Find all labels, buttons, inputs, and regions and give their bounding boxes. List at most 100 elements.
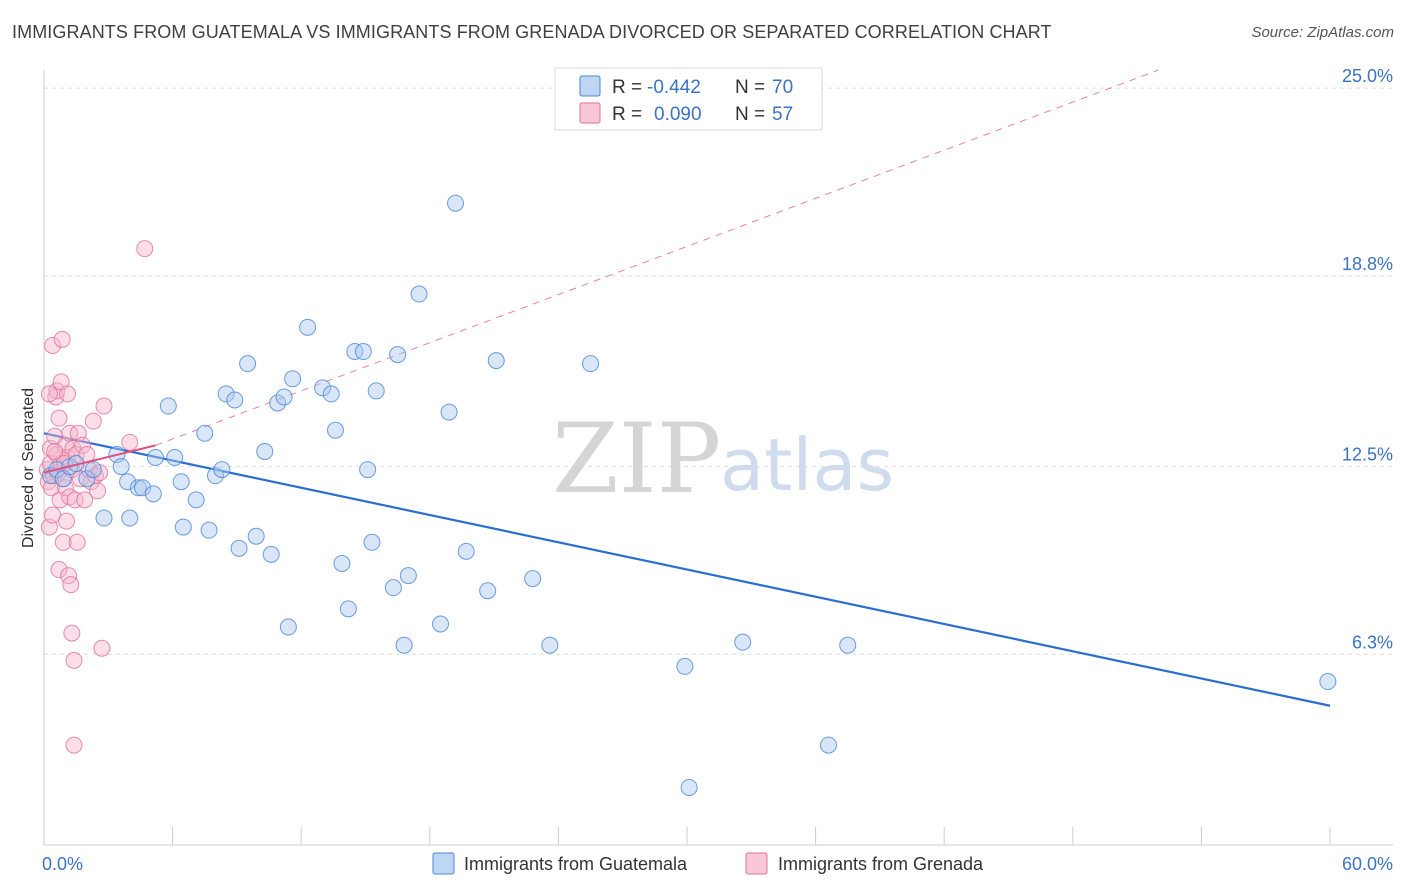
point-guatemala bbox=[819, 736, 837, 754]
legend-r-value-grenada: 0.090 bbox=[654, 104, 702, 125]
point-grenada bbox=[63, 624, 81, 642]
point-guatemala bbox=[159, 397, 177, 415]
point-guatemala bbox=[432, 615, 450, 633]
point-grenada bbox=[44, 336, 62, 354]
point-grenada bbox=[40, 385, 58, 403]
point-grenada bbox=[93, 639, 111, 657]
legend-n-label-guatemala: N = bbox=[735, 77, 765, 98]
y-axis-label: Divorced or Separated bbox=[20, 388, 37, 548]
point-guatemala bbox=[247, 527, 265, 545]
point-guatemala bbox=[284, 370, 302, 388]
point-grenada bbox=[53, 330, 71, 348]
point-guatemala bbox=[217, 385, 235, 403]
point-grenada bbox=[84, 412, 102, 430]
point-guatemala bbox=[226, 391, 244, 409]
stats-legend: R = -0.442 N = 70 R = 0.090 N = 57 bbox=[554, 67, 823, 131]
point-guatemala bbox=[119, 473, 137, 491]
point-guatemala bbox=[213, 461, 231, 479]
point-guatemala bbox=[367, 382, 385, 400]
point-guatemala bbox=[359, 461, 377, 479]
legend-swatch-guatemala bbox=[579, 75, 601, 97]
point-guatemala bbox=[1319, 673, 1337, 691]
legend-swatch-grenada bbox=[579, 102, 601, 124]
point-grenada bbox=[68, 533, 86, 551]
point-guatemala bbox=[410, 285, 428, 303]
point-guatemala bbox=[206, 467, 224, 485]
point-guatemala bbox=[112, 458, 130, 476]
point-grenada bbox=[65, 736, 83, 754]
legend-n-label-grenada: N = bbox=[735, 104, 765, 125]
point-guatemala bbox=[239, 355, 257, 373]
point-guatemala bbox=[457, 542, 475, 560]
source-credit: Source: ZipAtlas.com bbox=[1251, 24, 1394, 41]
point-guatemala bbox=[172, 473, 190, 491]
point-grenada bbox=[62, 576, 80, 594]
point-guatemala bbox=[676, 657, 694, 675]
series-legend: Immigrants from Guatemala Immigrants fro… bbox=[432, 852, 984, 875]
point-guatemala bbox=[440, 403, 458, 421]
point-guatemala bbox=[487, 352, 505, 370]
point-guatemala bbox=[384, 579, 402, 597]
axes bbox=[43, 70, 1393, 846]
trendline-grenada bbox=[43, 444, 156, 474]
point-grenada bbox=[136, 240, 154, 258]
data-points bbox=[38, 194, 1337, 796]
point-guatemala bbox=[230, 539, 248, 557]
point-grenada bbox=[46, 442, 64, 460]
point-guatemala bbox=[95, 509, 113, 527]
x-tick-label-min: 0.0% bbox=[42, 854, 83, 874]
point-guatemala bbox=[479, 582, 497, 600]
point-grenada bbox=[74, 436, 92, 454]
series-legend-swatch-guatemala bbox=[432, 852, 455, 875]
point-grenada bbox=[59, 385, 77, 403]
point-guatemala bbox=[354, 343, 372, 361]
point-guatemala bbox=[144, 485, 162, 503]
legend-r-label-grenada: R = bbox=[612, 104, 642, 125]
point-guatemala bbox=[134, 479, 152, 497]
point-guatemala bbox=[78, 470, 96, 488]
point-guatemala bbox=[541, 636, 559, 654]
point-guatemala bbox=[447, 194, 465, 212]
trendline-guatemala bbox=[43, 432, 1331, 707]
point-guatemala bbox=[680, 778, 698, 796]
point-grenada bbox=[58, 512, 76, 530]
point-grenada bbox=[66, 491, 84, 509]
point-grenada bbox=[50, 561, 68, 579]
point-guatemala bbox=[146, 449, 164, 466]
y-tick-label-3: 25.0% bbox=[1342, 66, 1393, 86]
point-grenada bbox=[54, 533, 72, 551]
point-guatemala bbox=[129, 479, 147, 497]
legend-n-value-grenada: 57 bbox=[772, 104, 793, 125]
point-guatemala bbox=[322, 385, 340, 403]
legend-n-value-guatemala: 70 bbox=[772, 77, 793, 98]
trend-lines bbox=[43, 69, 1331, 707]
series-legend-label-guatemala: Immigrants from Guatemala bbox=[464, 854, 688, 874]
point-guatemala bbox=[346, 343, 364, 361]
legend-r-label-guatemala: R = bbox=[612, 77, 642, 98]
point-guatemala bbox=[395, 636, 413, 654]
series-legend-label-grenada: Immigrants from Grenada bbox=[778, 854, 984, 874]
point-guatemala bbox=[200, 521, 218, 539]
point-guatemala bbox=[363, 533, 381, 551]
point-grenada bbox=[121, 433, 139, 451]
point-guatemala bbox=[389, 346, 407, 364]
point-guatemala bbox=[84, 461, 102, 479]
watermark-atlas: atlas bbox=[720, 423, 894, 507]
point-guatemala bbox=[262, 545, 280, 563]
trendline-grenada-extension bbox=[155, 69, 1159, 446]
y-tick-label-2: 18.8% bbox=[1342, 254, 1393, 274]
point-guatemala bbox=[339, 600, 357, 618]
x-tick-label-max: 60.0% bbox=[1342, 854, 1393, 874]
point-guatemala bbox=[174, 518, 192, 536]
point-guatemala bbox=[187, 491, 205, 509]
point-grenada bbox=[65, 651, 83, 669]
point-guatemala bbox=[279, 618, 297, 636]
point-guatemala bbox=[399, 567, 417, 585]
point-grenada bbox=[95, 397, 113, 415]
point-guatemala bbox=[839, 636, 857, 654]
series-legend-swatch-grenada bbox=[745, 852, 768, 875]
point-guatemala bbox=[524, 570, 542, 588]
y-tick-labels: 6.3% 12.5% 18.8% 25.0% bbox=[1342, 66, 1393, 652]
y-tick-label-0: 6.3% bbox=[1352, 632, 1393, 652]
